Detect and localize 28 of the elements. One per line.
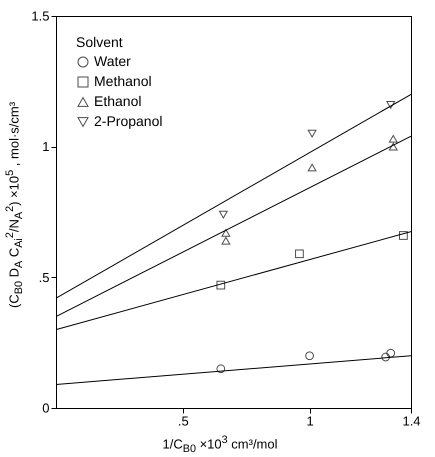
legend-label: Methanol	[94, 73, 152, 89]
point	[386, 101, 396, 109]
point	[388, 142, 398, 151]
point	[216, 280, 226, 290]
x-tick-label: .5	[178, 414, 189, 428]
y-tick-label: 1.5	[31, 8, 50, 24]
legend-title: Solvent	[76, 34, 123, 50]
x-axis-title: 1/C$_{B0}$ ×10$^{3}$ cm³/mol	[161, 434, 279, 455]
point	[388, 134, 398, 143]
y-tick-label: 1	[42, 139, 50, 154]
y-tick-label: .5	[38, 270, 50, 285]
point	[222, 229, 230, 237]
point	[386, 348, 396, 358]
point	[308, 164, 316, 172]
point	[308, 130, 316, 138]
point	[216, 364, 226, 374]
point	[218, 210, 228, 218]
legend-label: Ethanol	[94, 93, 142, 109]
point	[381, 352, 390, 362]
point	[295, 249, 304, 258]
point	[399, 231, 408, 240]
point	[305, 351, 314, 360]
legend-label: Water	[94, 53, 132, 69]
x-tick-label: 1.4	[402, 414, 421, 428]
y-tick-label: 0	[42, 400, 50, 416]
legend-label: 2-Propanol	[94, 113, 162, 129]
x-tick-label: 1	[306, 414, 314, 428]
point	[222, 236, 230, 245]
